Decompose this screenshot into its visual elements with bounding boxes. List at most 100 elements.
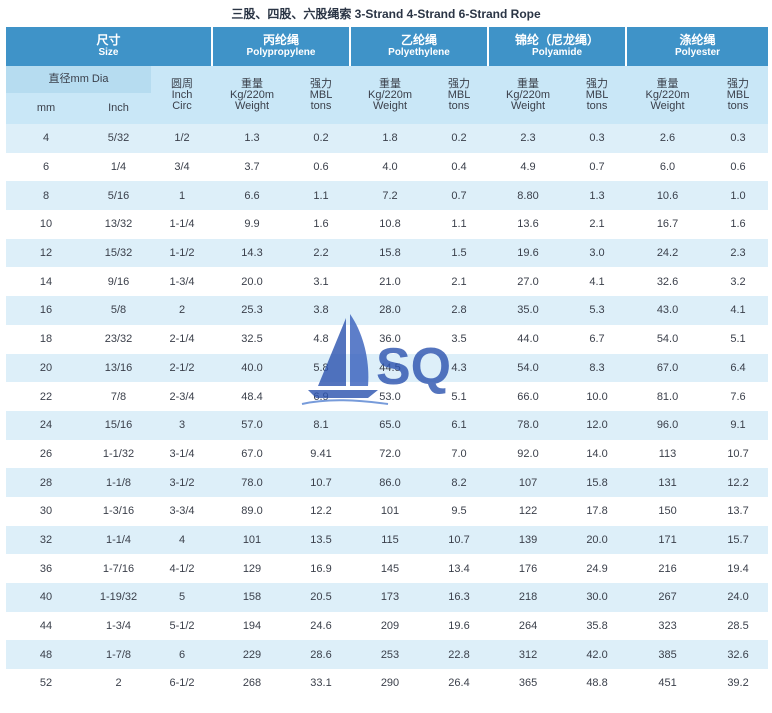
cell-pes-mbl: 1.0 xyxy=(708,181,769,211)
cell-pa-mbl: 42.0 xyxy=(567,640,628,670)
cell-circ-inch: 3-1/2 xyxy=(151,468,213,497)
cell-pa-weight: 122 xyxy=(489,496,568,526)
cell-pes-weight: 16.7 xyxy=(627,210,709,239)
table-row: 8 5/16 1 6.6 1.1 7.2 0.7 8.80 1.3 10.6 1.0 xyxy=(6,181,769,211)
cell-dia-mm: 12 xyxy=(6,238,86,268)
cell-circ-inch: 4-1/2 xyxy=(151,554,213,583)
cell-pes-weight: 171 xyxy=(627,525,709,555)
cell-pe-mbl: 0.2 xyxy=(429,124,490,153)
cell-pa-mbl: 8.3 xyxy=(567,353,628,383)
cell-pe-weight: 28.0 xyxy=(351,296,429,325)
cell-pa-mbl: 30.0 xyxy=(567,583,628,612)
header-mbl: 强力 MBL tons xyxy=(708,66,769,124)
cell-dia-inch: 13/16 xyxy=(86,353,151,383)
cell-dia-mm: 52 xyxy=(6,669,86,698)
cell-dia-inch: 1-19/32 xyxy=(86,583,151,612)
cell-pp-mbl: 20.5 xyxy=(291,583,351,612)
cell-pp-weight: 67.0 xyxy=(213,439,291,469)
cell-pe-mbl: 7.0 xyxy=(429,439,490,469)
header-size-zh: 尺寸 xyxy=(96,33,121,47)
cell-pe-mbl: 8.2 xyxy=(429,468,490,497)
header-material-zh: 涤纶绳 xyxy=(679,33,716,47)
cell-pa-weight: 13.6 xyxy=(489,210,568,239)
cell-pp-weight: 3.7 xyxy=(213,152,291,182)
cell-pes-weight: 54.0 xyxy=(627,324,709,354)
cell-pa-mbl: 0.3 xyxy=(567,124,628,153)
cell-pes-mbl: 5.1 xyxy=(708,324,769,354)
table-row: 24 15/16 3 57.0 8.1 65.0 6.1 78.0 12.0 96.0 9.1 xyxy=(6,410,769,440)
header-mm: mm xyxy=(6,92,86,124)
cell-pes-mbl: 39.2 xyxy=(708,669,769,698)
cell-pe-mbl: 13.4 xyxy=(429,554,490,583)
cell-circ-inch: 1 xyxy=(151,181,213,211)
table-row: 14 9/16 1-3/4 20.0 3.1 21.0 2.1 27.0 4.1 32.6 3.2 xyxy=(6,267,769,297)
cell-pe-weight: 65.0 xyxy=(351,410,429,440)
cell-pes-weight: 2.6 xyxy=(627,124,709,153)
cell-dia-inch: 5/8 xyxy=(86,296,151,325)
cell-pp-weight: 48.4 xyxy=(213,382,291,411)
cell-pa-weight: 218 xyxy=(489,583,568,612)
header-weight: 重量 Kg/220m Weight xyxy=(351,66,429,124)
cell-circ-inch: 2 xyxy=(151,296,213,325)
cell-pp-weight: 268 xyxy=(213,669,291,698)
cell-circ-inch: 6-1/2 xyxy=(151,669,213,698)
cell-pp-weight: 89.0 xyxy=(213,496,291,526)
header-material-en: Polyamide xyxy=(532,47,583,58)
cell-circ-inch: 5-1/2 xyxy=(151,611,213,641)
cell-pes-weight: 10.6 xyxy=(627,181,709,211)
cell-pp-weight: 57.0 xyxy=(213,410,291,440)
cell-pes-weight: 81.0 xyxy=(627,382,709,411)
cell-dia-inch: 23/32 xyxy=(86,324,151,354)
cell-pes-weight: 150 xyxy=(627,496,709,526)
table-row: 6 1/4 3/4 3.7 0.6 4.0 0.4 4.9 0.7 6.0 0.6 xyxy=(6,152,769,182)
cell-pa-mbl: 48.8 xyxy=(567,669,628,698)
table-row: 52 2 6-1/2 268 33.1 290 26.4 365 48.8 451 39.2 xyxy=(6,669,769,698)
cell-pp-mbl: 8.1 xyxy=(291,410,351,440)
cell-dia-inch: 1-7/8 xyxy=(86,640,151,670)
cell-pa-mbl: 6.7 xyxy=(567,324,628,354)
header-mbl: 强力 MBL tons xyxy=(291,66,351,124)
header-weight: 重量 Kg/220m Weight xyxy=(627,66,709,124)
cell-dia-mm: 24 xyxy=(6,410,86,440)
cell-pes-weight: 24.2 xyxy=(627,238,709,268)
cell-pp-mbl: 3.8 xyxy=(291,296,351,325)
cell-dia-mm: 32 xyxy=(6,525,86,555)
cell-dia-mm: 36 xyxy=(6,554,86,583)
cell-pp-mbl: 12.2 xyxy=(291,496,351,526)
table-row: 26 1-1/32 3-1/4 67.0 9.41 72.0 7.0 92.0 14.0 113 1… xyxy=(6,439,769,469)
header-material-en: Polyester xyxy=(675,47,721,58)
cell-pp-mbl: 10.7 xyxy=(291,468,351,497)
cell-pa-weight: 176 xyxy=(489,554,568,583)
cell-pa-weight: 4.9 xyxy=(489,152,568,182)
cell-pa-weight: 44.0 xyxy=(489,324,568,354)
cell-pp-mbl: 33.1 xyxy=(291,669,351,698)
cell-pa-weight: 2.3 xyxy=(489,124,568,153)
cell-pe-weight: 86.0 xyxy=(351,468,429,497)
cell-pp-weight: 78.0 xyxy=(213,468,291,497)
cell-dia-mm: 16 xyxy=(6,296,86,325)
cell-pes-mbl: 13.7 xyxy=(708,496,769,526)
cell-dia-mm: 10 xyxy=(6,210,86,239)
cell-pp-mbl: 0.2 xyxy=(291,124,351,153)
cell-pe-weight: 209 xyxy=(351,611,429,641)
cell-pp-mbl: 6.9 xyxy=(291,382,351,411)
header-row-dia-units: mm Inch xyxy=(6,92,768,124)
cell-dia-inch: 9/16 xyxy=(86,267,151,297)
cell-pp-weight: 20.0 xyxy=(213,267,291,297)
cell-pp-weight: 194 xyxy=(213,611,291,641)
cell-pes-mbl: 7.6 xyxy=(708,382,769,411)
cell-pe-weight: 7.2 xyxy=(351,181,429,211)
cell-pes-weight: 451 xyxy=(627,669,709,698)
rope-spec-table: 尺寸 Size 丙纶绳 Polypropylene 乙纶绳 Polyethyle… xyxy=(6,27,769,698)
header-circ: 圆周 Inch Circ xyxy=(151,66,213,124)
cell-dia-mm: 30 xyxy=(6,496,86,526)
cell-pp-weight: 40.0 xyxy=(213,353,291,383)
cell-pa-mbl: 24.9 xyxy=(567,554,628,583)
cell-pa-mbl: 15.8 xyxy=(567,468,628,497)
cell-pe-mbl: 6.1 xyxy=(429,410,490,440)
cell-pes-mbl: 9.1 xyxy=(708,410,769,440)
cell-pa-mbl: 17.8 xyxy=(567,496,628,526)
cell-pes-mbl: 12.2 xyxy=(708,468,769,497)
header-weight: 重量 Kg/220m Weight xyxy=(213,66,291,124)
cell-pa-mbl: 4.1 xyxy=(567,267,628,297)
